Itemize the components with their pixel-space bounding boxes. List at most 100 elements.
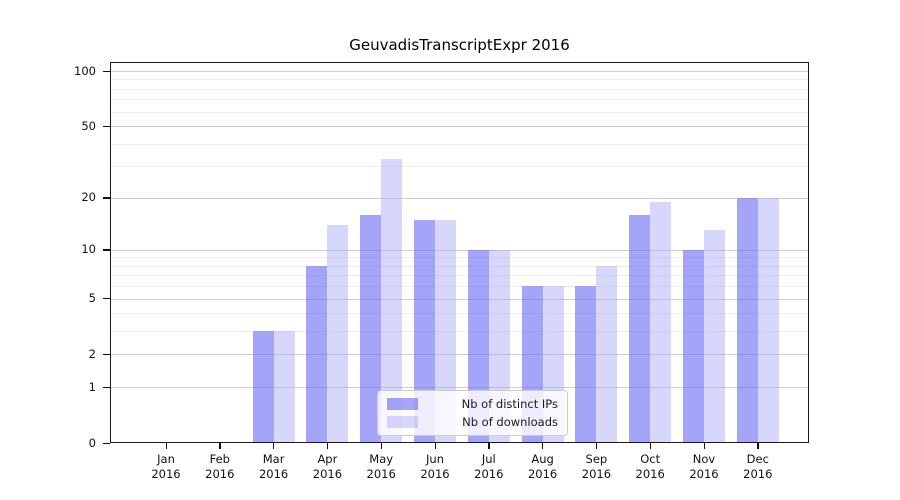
grid-minor-30 [110, 166, 809, 168]
bar-nb-of-distinct-ips-nov [683, 249, 704, 443]
x-tick-year: 2016 [635, 467, 665, 481]
grid-minor-3 [110, 331, 809, 333]
x-tick-label-feb: Feb 2016 [190, 452, 250, 482]
x-tick-month: Jun [426, 452, 444, 466]
grid-minor-4 [110, 313, 809, 315]
x-tick-mark-sep [595, 443, 598, 449]
x-tick-label-may: May 2016 [351, 452, 411, 482]
x-tick-mark-nov [703, 443, 705, 449]
x-tick-month: Aug [531, 452, 554, 466]
x-tick-month: Nov [692, 452, 716, 466]
x-tick-mark-aug [542, 443, 544, 449]
x-tick-mark-may [380, 443, 383, 449]
legend: Nb of distinct IPs Nb of downloads [377, 390, 568, 436]
grid-major-10 [110, 249, 809, 251]
bar-nb-of-downloads-sep [596, 265, 618, 443]
y-tick-label-10: 10 [81, 242, 96, 257]
x-tick-month: Sep [585, 452, 608, 466]
x-tick-label-aug: Aug 2016 [513, 452, 573, 482]
y-tick-label-50: 50 [81, 118, 96, 133]
y-tick-label-20: 20 [81, 190, 96, 205]
x-tick-month: Jul [481, 452, 496, 466]
y-tick-mark-10 [103, 249, 110, 251]
x-tick-year: 2016 [420, 467, 450, 481]
y-tick-label-5: 5 [88, 291, 96, 306]
grid-minor-60 [110, 111, 809, 113]
grid-major-20 [110, 197, 809, 199]
x-tick-mark-jul [488, 443, 490, 449]
grid-major-1 [110, 387, 809, 389]
bar-nb-of-downloads-nov [704, 230, 725, 443]
y-tick-label-2: 2 [88, 346, 96, 361]
x-tick-month: Jan [157, 452, 175, 466]
x-tick-mark-apr [326, 443, 329, 449]
legend-swatch-distinct-ips [387, 398, 418, 411]
y-tick-label-0: 0 [88, 435, 96, 450]
bar-nb-of-distinct-ips-may [360, 214, 382, 443]
plot-area: Nb of distinct IPs Nb of downloads [110, 62, 809, 443]
y-tick-mark-100 [103, 70, 110, 72]
legend-label-downloads: Nb of downloads [462, 414, 558, 429]
grid-minor-9 [110, 257, 809, 259]
y-tick-mark-20 [103, 197, 110, 199]
x-tick-label-oct: Oct 2016 [620, 452, 680, 482]
x-tick-label-jul: Jul 2016 [459, 452, 519, 482]
bar-nb-of-distinct-ips-dec [736, 197, 758, 443]
y-tick-mark-0 [103, 442, 110, 444]
bar-nb-of-downloads-dec [757, 197, 779, 443]
x-tick-label-apr: Apr 2016 [297, 452, 357, 482]
x-tick-year: 2016 [366, 467, 396, 481]
grid-minor-7 [110, 275, 809, 277]
x-tick-label-nov: Nov 2016 [674, 452, 734, 482]
x-tick-year: 2016 [689, 467, 719, 481]
grid-major-2 [110, 354, 809, 356]
y-tick-mark-50 [103, 125, 110, 127]
grid-minor-40 [110, 143, 809, 145]
y-tick-mark-2 [103, 353, 110, 356]
y-tick-label-1: 1 [88, 379, 96, 394]
grid-minor-6 [110, 286, 809, 288]
x-tick-year: 2016 [258, 467, 289, 481]
bar-nb-of-downloads-jun [435, 219, 456, 443]
x-tick-month: Oct [640, 452, 661, 466]
x-tick-year: 2016 [312, 467, 343, 481]
grid-minor-80 [110, 88, 809, 90]
x-tick-month: Mar [262, 452, 285, 466]
x-tick-mark-mar [273, 443, 275, 449]
x-tick-mark-jun [434, 443, 436, 449]
chart-title: GeuvadisTranscriptExpr 2016 [349, 36, 570, 54]
x-tick-label-jun: Jun 2016 [405, 452, 465, 482]
x-tick-mark-dec [757, 443, 759, 449]
bar-nb-of-distinct-ips-mar [252, 331, 274, 443]
grid-major-50 [110, 126, 809, 128]
bar-nb-of-distinct-ips-jun [414, 219, 435, 443]
bar-nb-of-distinct-ips-oct [629, 214, 651, 443]
grid-major-100 [110, 71, 809, 73]
y-tick-label-100: 100 [74, 63, 96, 78]
x-tick-label-dec: Dec 2016 [728, 452, 788, 482]
x-tick-month: Apr [317, 452, 338, 466]
x-tick-mark-feb [219, 443, 221, 449]
legend-label-distinct-ips: Nb of distinct IPs [461, 397, 558, 412]
legend-row-distinct-ips: Nb of distinct IPs [387, 397, 558, 411]
y-tick-mark-5 [103, 298, 110, 300]
x-tick-year: 2016 [205, 467, 235, 481]
x-tick-label-mar: Mar 2016 [244, 452, 304, 482]
bar-nb-of-downloads-may [381, 158, 403, 443]
bar-nb-of-distinct-ips-sep [575, 286, 597, 443]
bar-nb-of-downloads-oct [650, 201, 672, 443]
legend-swatch-downloads [387, 415, 418, 428]
x-tick-mark-jan [165, 443, 167, 449]
x-tick-month: May [369, 452, 394, 466]
grid-minor-90 [110, 79, 809, 81]
grid-minor-8 [110, 265, 809, 267]
x-tick-label-sep: Sep 2016 [566, 452, 626, 482]
x-tick-month: Feb [209, 452, 230, 466]
bar-nb-of-downloads-apr [327, 224, 349, 443]
y-tick-mark-1 [103, 386, 110, 389]
x-tick-year: 2016 [151, 467, 181, 481]
x-tick-year: 2016 [527, 467, 558, 481]
grid-minor-70 [110, 99, 809, 101]
bar-nb-of-downloads-mar [273, 331, 295, 443]
